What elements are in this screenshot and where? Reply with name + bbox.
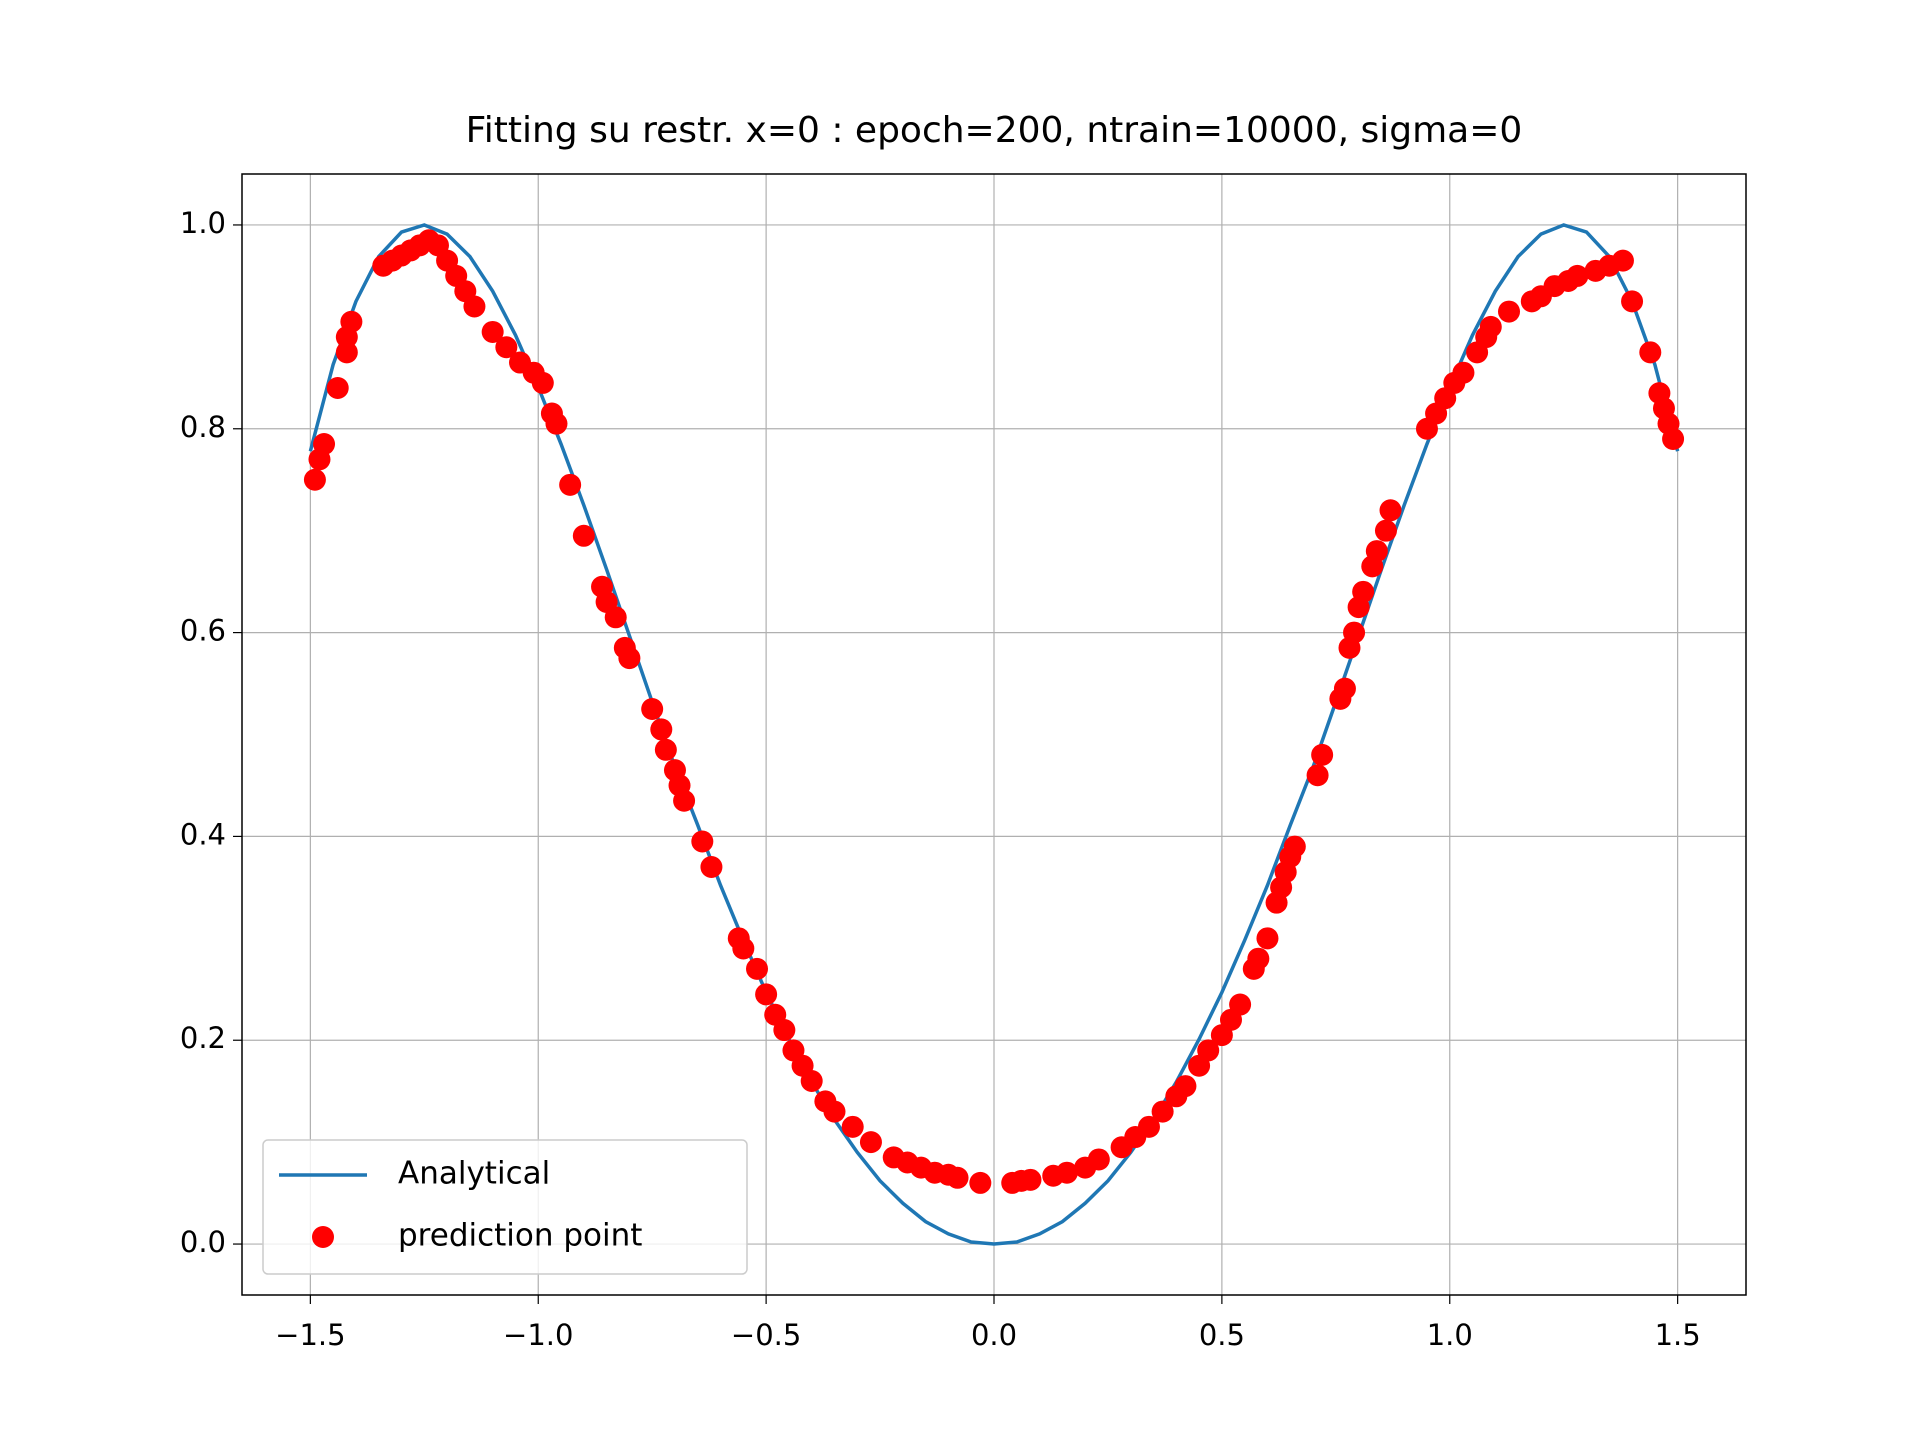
prediction-point bbox=[326, 377, 349, 400]
x-tick-label: −1.0 bbox=[503, 1318, 573, 1352]
prediction-point bbox=[1019, 1168, 1042, 1191]
prediction-point bbox=[1479, 315, 1502, 338]
prediction-point bbox=[1566, 264, 1589, 287]
y-tick-label: 1.0 bbox=[180, 206, 226, 240]
legend-label: Analytical bbox=[398, 1156, 550, 1192]
x-tick-label: 1.0 bbox=[1427, 1318, 1473, 1352]
legend-box bbox=[262, 1139, 748, 1275]
y-tick-label: 0.8 bbox=[180, 410, 226, 444]
prediction-point bbox=[755, 983, 778, 1006]
prediction-point bbox=[1343, 621, 1366, 644]
prediction-point bbox=[969, 1171, 992, 1194]
prediction-point bbox=[1498, 300, 1521, 323]
prediction-point bbox=[1374, 519, 1397, 542]
prediction-point bbox=[1365, 540, 1388, 563]
prediction-point bbox=[463, 295, 486, 318]
x-tick-label: 1.5 bbox=[1655, 1318, 1701, 1352]
prediction-point bbox=[732, 937, 755, 960]
prediction-point bbox=[859, 1131, 882, 1154]
prediction-point bbox=[1379, 499, 1402, 522]
prediction-point bbox=[1229, 993, 1252, 1016]
prediction-point bbox=[1639, 341, 1662, 364]
prediction-point bbox=[1087, 1148, 1110, 1171]
prediction-point bbox=[1352, 580, 1375, 603]
legend: Analytical prediction point bbox=[262, 1139, 748, 1275]
prediction-point bbox=[700, 855, 723, 878]
prediction-point bbox=[1662, 427, 1685, 450]
y-tick-label: 0.6 bbox=[180, 614, 226, 648]
prediction-point bbox=[604, 606, 627, 629]
prediction-point bbox=[641, 698, 664, 721]
prediction-point bbox=[1306, 764, 1329, 787]
prediction-point bbox=[746, 957, 769, 980]
prediction-point bbox=[1621, 290, 1644, 313]
prediction-point bbox=[823, 1100, 846, 1123]
prediction-point bbox=[841, 1115, 864, 1138]
legend-marker bbox=[312, 1226, 334, 1248]
prediction-point bbox=[1333, 677, 1356, 700]
prediction-point bbox=[1311, 743, 1334, 766]
x-tick-label: −1.5 bbox=[275, 1318, 345, 1352]
prediction-point bbox=[946, 1166, 969, 1189]
prediction-point bbox=[340, 310, 363, 333]
prediction-point bbox=[800, 1069, 823, 1092]
legend-label: prediction point bbox=[398, 1218, 642, 1254]
prediction-point bbox=[654, 738, 677, 761]
prediction-point bbox=[1197, 1039, 1220, 1062]
prediction-point bbox=[1283, 835, 1306, 858]
x-tick-label: 0.0 bbox=[971, 1318, 1017, 1352]
prediction-point bbox=[650, 718, 673, 741]
prediction-point bbox=[481, 320, 504, 343]
prediction-point bbox=[1174, 1075, 1197, 1098]
prediction-point bbox=[1151, 1100, 1174, 1123]
prediction-point bbox=[313, 433, 336, 456]
prediction-point bbox=[773, 1019, 796, 1042]
prediction-point bbox=[1137, 1115, 1160, 1138]
axes-frame bbox=[241, 173, 1747, 1296]
prediction-point bbox=[545, 412, 568, 435]
prediction-point bbox=[559, 473, 582, 496]
prediction-point bbox=[531, 371, 554, 394]
prediction-point bbox=[572, 524, 595, 547]
y-tick-label: 0.2 bbox=[180, 1021, 226, 1055]
y-tick-label: 0.0 bbox=[180, 1225, 226, 1259]
y-tick-label: 0.4 bbox=[180, 817, 226, 851]
prediction-point bbox=[1055, 1161, 1078, 1184]
prediction-point bbox=[691, 830, 714, 853]
x-tick-label: 0.5 bbox=[1199, 1318, 1245, 1352]
chart-title: Fitting su restr. x=0 : epoch=200, ntrai… bbox=[466, 110, 1523, 151]
prediction-point bbox=[1611, 249, 1634, 272]
prediction-point bbox=[335, 341, 358, 364]
prediction-point bbox=[1247, 947, 1270, 970]
prediction-point bbox=[495, 336, 518, 359]
prediction-point bbox=[1256, 927, 1279, 950]
prediction-point bbox=[303, 468, 326, 491]
prediction-point bbox=[618, 647, 641, 670]
x-tick-label: −0.5 bbox=[731, 1318, 801, 1352]
prediction-point bbox=[673, 789, 696, 812]
prediction-point bbox=[1452, 361, 1475, 384]
